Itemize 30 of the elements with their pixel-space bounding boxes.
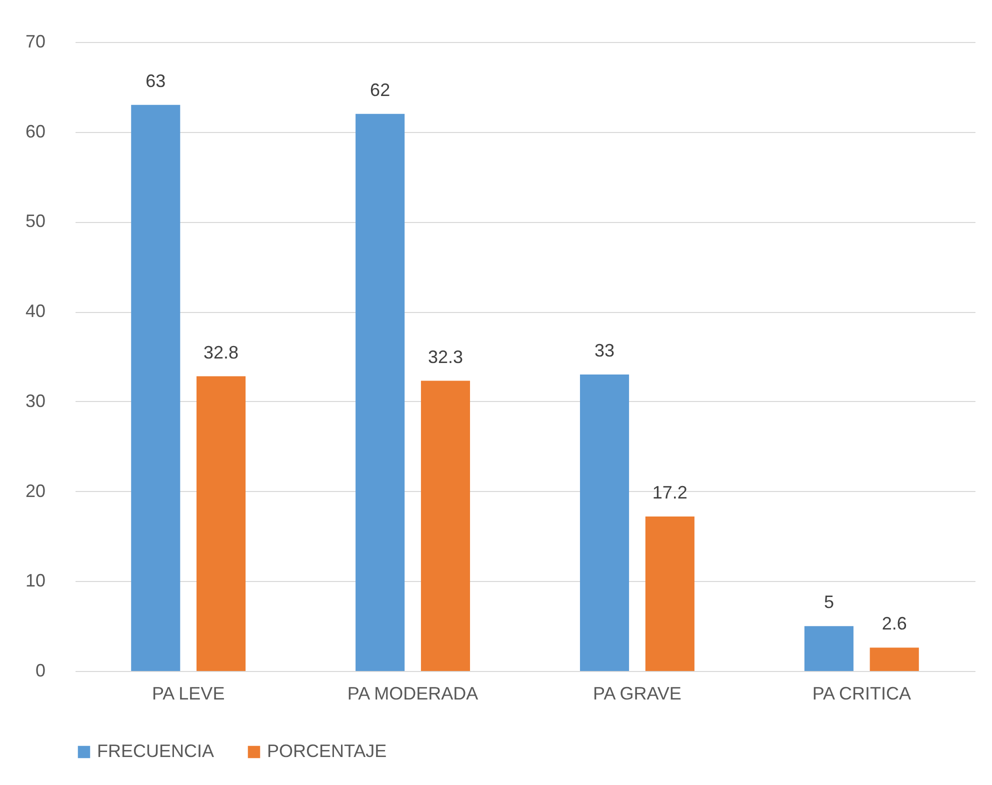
- data-label: 5: [824, 592, 834, 612]
- y-tick-label: 30: [25, 390, 46, 411]
- y-tick-label: 50: [25, 211, 46, 232]
- y-tick-label: 70: [25, 32, 46, 52]
- bar: [131, 104, 180, 671]
- data-label: 17.2: [652, 482, 688, 502]
- data-label: 32.8: [204, 342, 239, 362]
- bar: [580, 374, 630, 671]
- y-tick-label: 40: [25, 301, 46, 322]
- bar: [356, 114, 405, 671]
- data-label: 32.3: [428, 346, 464, 367]
- x-tick-label: PA GRAVE: [593, 684, 682, 704]
- bar: [804, 626, 854, 671]
- data-label: 2.6: [882, 614, 907, 634]
- data-label: 63: [146, 70, 166, 91]
- data-label: 33: [594, 340, 615, 360]
- x-tick-label: PA MODERADA: [347, 684, 478, 704]
- x-tick-label: PA CRITICA: [812, 684, 911, 704]
- legend-label: FRECUENCIA: [97, 741, 214, 761]
- y-tick-label: 0: [35, 660, 46, 680]
- x-tick-label: PA LEVE: [152, 684, 225, 704]
- y-tick-label: 10: [25, 570, 46, 591]
- data-label: 62: [370, 80, 390, 100]
- y-tick-label: 60: [25, 121, 46, 142]
- bar: [420, 380, 470, 671]
- bar: [870, 648, 919, 671]
- bar: [645, 516, 694, 671]
- bar: [196, 376, 246, 671]
- legend-label: PORCENTAJE: [267, 741, 387, 761]
- y-tick-label: 20: [25, 480, 46, 501]
